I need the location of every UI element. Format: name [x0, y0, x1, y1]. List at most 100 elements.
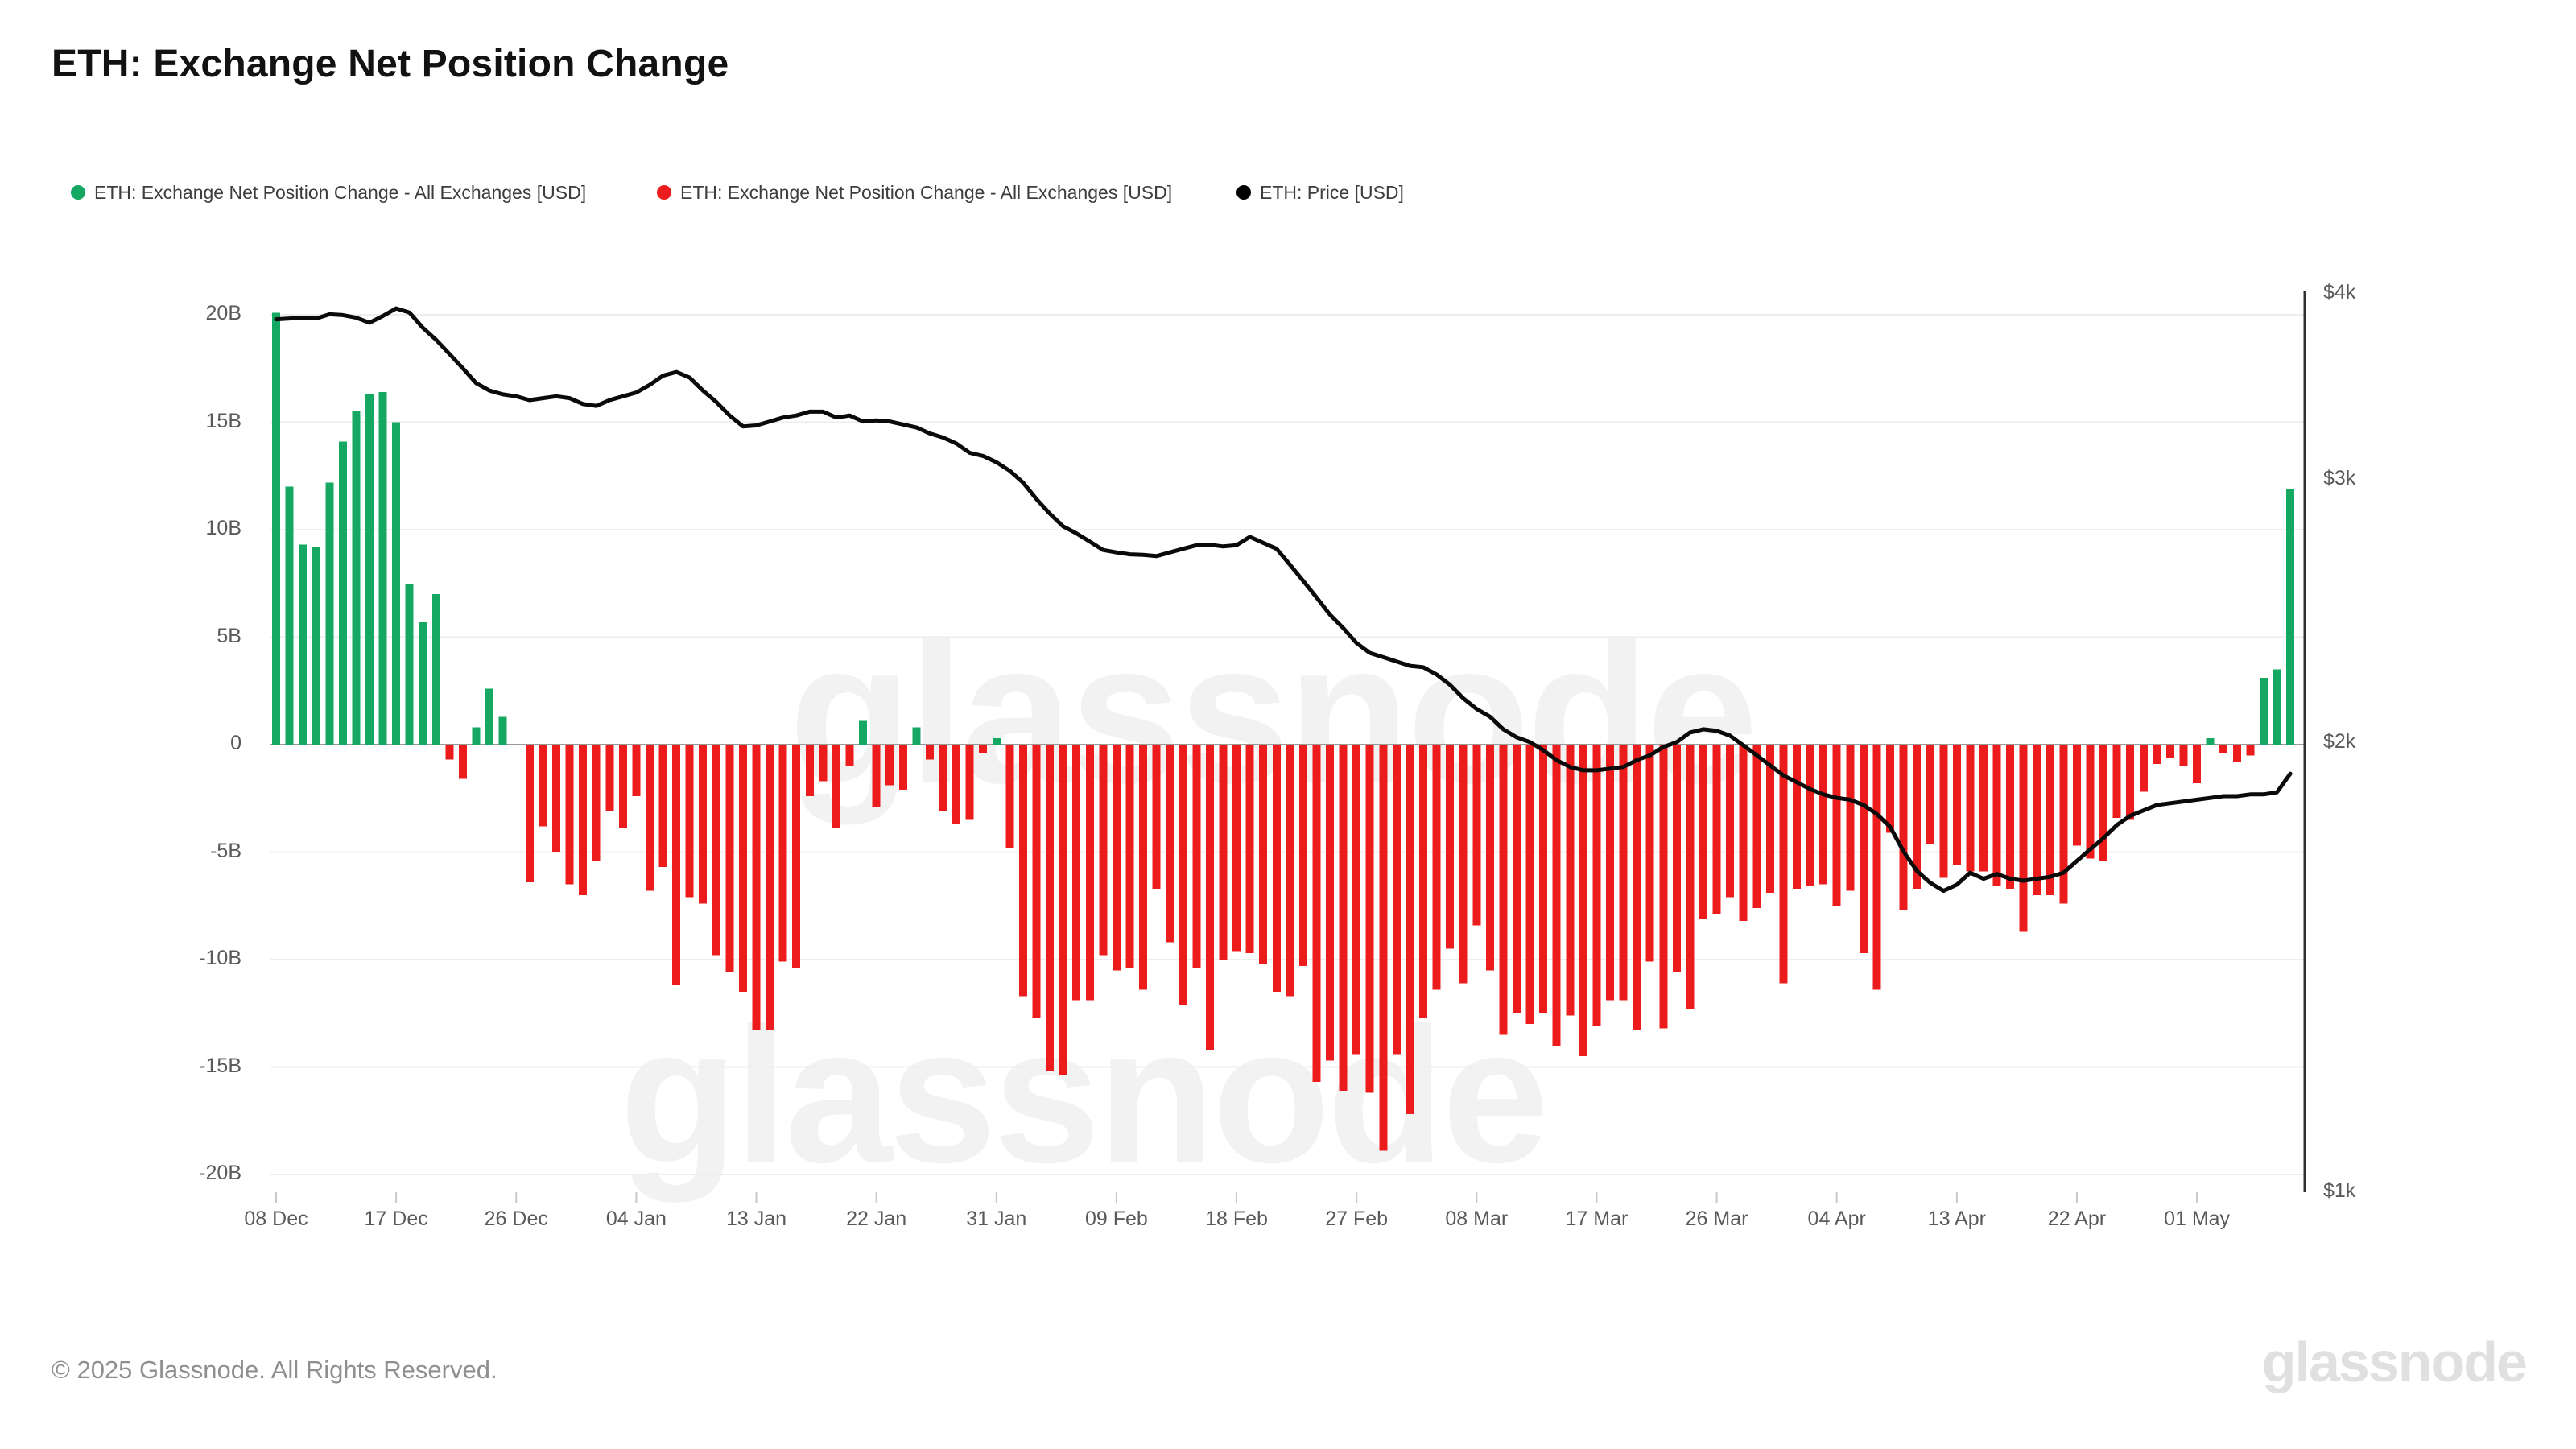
net-position-bar	[325, 482, 334, 745]
price-axis-tick-label: $3k	[2323, 467, 2356, 490]
net-position-bar	[378, 392, 387, 745]
net-position-bar	[1166, 745, 1174, 943]
net-position-bar	[778, 745, 787, 962]
net-position-bar	[1592, 745, 1601, 1026]
net-position-bar	[1979, 745, 1988, 872]
net-position-bar	[405, 583, 414, 745]
y-axis-tick-label: -15B	[199, 1054, 242, 1077]
net-position-bar	[525, 745, 534, 882]
net-position-bar	[1712, 745, 1721, 914]
net-position-bar	[2059, 745, 2068, 904]
net-position-bar	[1752, 745, 1761, 908]
net-position-bar	[1726, 745, 1735, 898]
legend-item[interactable]: ETH: Price [USD]	[1236, 180, 1404, 204]
net-position-bar	[1699, 745, 1707, 919]
net-position-bar	[2286, 489, 2295, 745]
net-position-bar	[872, 745, 881, 807]
net-position-bar	[2165, 745, 2174, 758]
net-position-bar	[1365, 745, 1374, 1093]
net-position-bar	[1672, 745, 1681, 973]
net-position-bar	[1419, 745, 1428, 1018]
net-position-bar	[1739, 745, 1748, 921]
net-position-bar	[2153, 745, 2161, 765]
net-position-bar	[2259, 678, 2268, 745]
net-position-bar	[1192, 745, 1201, 968]
net-position-bar	[898, 745, 907, 791]
net-position-bar	[672, 745, 681, 986]
net-position-bar	[1513, 745, 1521, 1013]
net-position-bar	[472, 727, 481, 745]
glassnode-logo: glassnode	[2261, 1331, 2528, 1393]
net-position-bar	[2086, 745, 2095, 859]
net-position-bar	[1525, 745, 1534, 1025]
net-position-bar	[1152, 745, 1161, 889]
net-position-bar	[1219, 745, 1228, 960]
net-position-bar	[1072, 745, 1081, 1001]
legend-item[interactable]: ETH: Exchange Net Position Change - All …	[657, 180, 1172, 204]
net-position-bar	[2006, 745, 2015, 889]
net-position-bar	[2206, 737, 2215, 745]
y-axis-tick-label: 20B	[205, 302, 242, 324]
net-position-bar	[2179, 745, 2188, 766]
net-position-bar	[1859, 745, 1868, 953]
net-position-bar	[1806, 745, 1814, 887]
net-position-bar	[1139, 745, 1148, 990]
copyright-text: © 2025 Glassnode. All Rights Reserved.	[52, 1356, 497, 1384]
net-position-bar	[1872, 745, 1881, 990]
x-axis-tick-label: 26 Dec	[484, 1208, 548, 1230]
net-position-bar	[1792, 745, 1801, 889]
net-position-bar	[1939, 745, 1948, 878]
net-position-bar	[1406, 745, 1414, 1115]
net-position-bar	[2033, 745, 2041, 895]
x-axis-tick-label: 17 Mar	[1565, 1208, 1629, 1230]
net-position-bar	[699, 745, 708, 904]
net-position-bar	[1125, 745, 1134, 968]
net-position-bar	[312, 547, 320, 745]
page-title: ETH: Exchange Net Position Change	[52, 43, 729, 85]
legend-dot-icon	[71, 185, 85, 200]
x-axis-tick-label: 26 Mar	[1685, 1208, 1748, 1230]
net-position-bar	[551, 745, 560, 852]
net-position-bar	[365, 394, 374, 745]
x-axis-tick-label: 01 May	[2164, 1208, 2231, 1230]
net-position-bar	[338, 441, 347, 745]
net-position-bar	[1885, 745, 1894, 833]
legend-item[interactable]: ETH: Exchange Net Position Change - All …	[71, 180, 586, 204]
net-position-bar	[1245, 745, 1254, 953]
y-axis-tick-label: 15B	[205, 409, 242, 432]
net-position-bar	[1539, 745, 1548, 1013]
legend-label: ETH: Exchange Net Position Change - All …	[680, 181, 1173, 203]
net-position-bar	[1485, 745, 1494, 971]
y-axis-tick-label: 10B	[205, 517, 242, 539]
net-position-bar	[539, 745, 547, 827]
net-position-bar	[618, 745, 627, 829]
net-position-bar	[1085, 745, 1094, 1001]
net-position-bar	[819, 745, 828, 782]
net-position-bar	[579, 745, 588, 895]
net-position-bar	[1552, 745, 1561, 1046]
net-position-bar	[1765, 745, 1774, 894]
net-position-bar	[565, 745, 574, 885]
net-position-bar	[1472, 745, 1481, 926]
net-position-bar	[766, 745, 774, 1031]
net-position-bar	[1298, 745, 1307, 967]
legend: ETH: Exchange Net Position Change - All …	[0, 180, 2576, 204]
net-position-bar	[1005, 745, 1014, 848]
net-position-bar	[912, 727, 921, 745]
net-position-bar	[738, 745, 747, 993]
net-position-bar	[832, 745, 840, 829]
x-axis-tick-label: 09 Feb	[1084, 1208, 1148, 1230]
net-position-bar	[1112, 745, 1121, 971]
x-axis-tick-label: 17 Dec	[364, 1208, 428, 1230]
net-position-bar	[1432, 745, 1441, 990]
net-position-bar	[1579, 745, 1587, 1057]
net-position-bar	[605, 745, 614, 811]
net-position-bar	[1286, 745, 1294, 997]
net-position-bar	[592, 745, 601, 861]
net-position-bar	[658, 745, 667, 868]
net-position-bar	[1232, 745, 1241, 952]
net-position-bar	[2219, 745, 2228, 753]
net-position-bar	[925, 745, 934, 760]
net-position-bar	[792, 745, 801, 968]
